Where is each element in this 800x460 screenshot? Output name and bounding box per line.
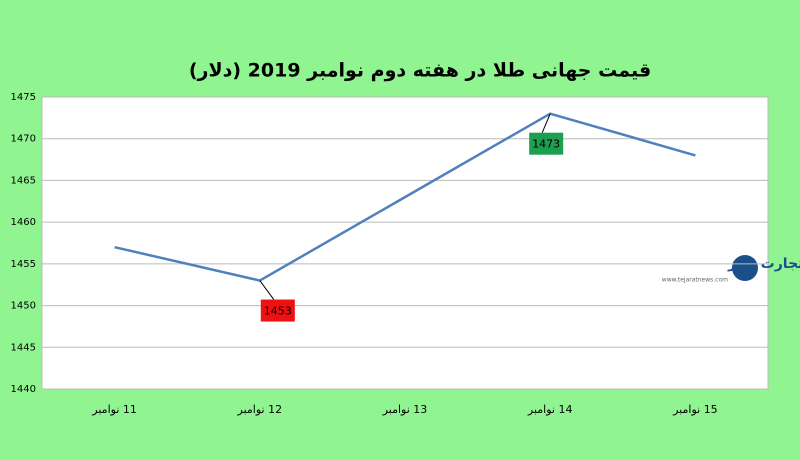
chart-title: قیمت جهانی طلا در هفته دوم نوامبر 2019 (… xyxy=(189,60,651,82)
data-label-box xyxy=(529,132,564,155)
line-series xyxy=(114,112,696,282)
watermark-url: www.tejaratnews.com xyxy=(662,277,728,284)
watermark-icon xyxy=(732,255,758,281)
y-tick-label: 1460 xyxy=(11,217,36,228)
data-label: 1453 xyxy=(264,305,292,318)
y-tick-label: 1465 xyxy=(11,175,36,186)
data-label-box xyxy=(260,299,295,322)
x-tick-label: 11 نوامبر xyxy=(91,403,137,416)
x-tick-label: 15 نوامبر xyxy=(672,403,718,416)
y-tick-label: 1440 xyxy=(11,384,36,395)
y-tick-label: 1445 xyxy=(11,342,36,353)
x-tick-label: 13 نوامبر xyxy=(382,403,428,416)
data-label: 1473 xyxy=(532,138,560,151)
y-tick-label: 1475 xyxy=(11,92,36,103)
y-tick-label: 1470 xyxy=(11,134,36,145)
x-tick-label: 12 نوامبر xyxy=(237,403,283,416)
plot-area xyxy=(41,96,769,390)
label-leader xyxy=(541,113,551,133)
watermark-box xyxy=(652,250,762,286)
y-tick-label: 1455 xyxy=(11,259,36,270)
y-tick-label: 1450 xyxy=(11,301,36,312)
x-tick-label: 14 نوامبر xyxy=(527,403,573,416)
label-leader xyxy=(259,280,275,300)
